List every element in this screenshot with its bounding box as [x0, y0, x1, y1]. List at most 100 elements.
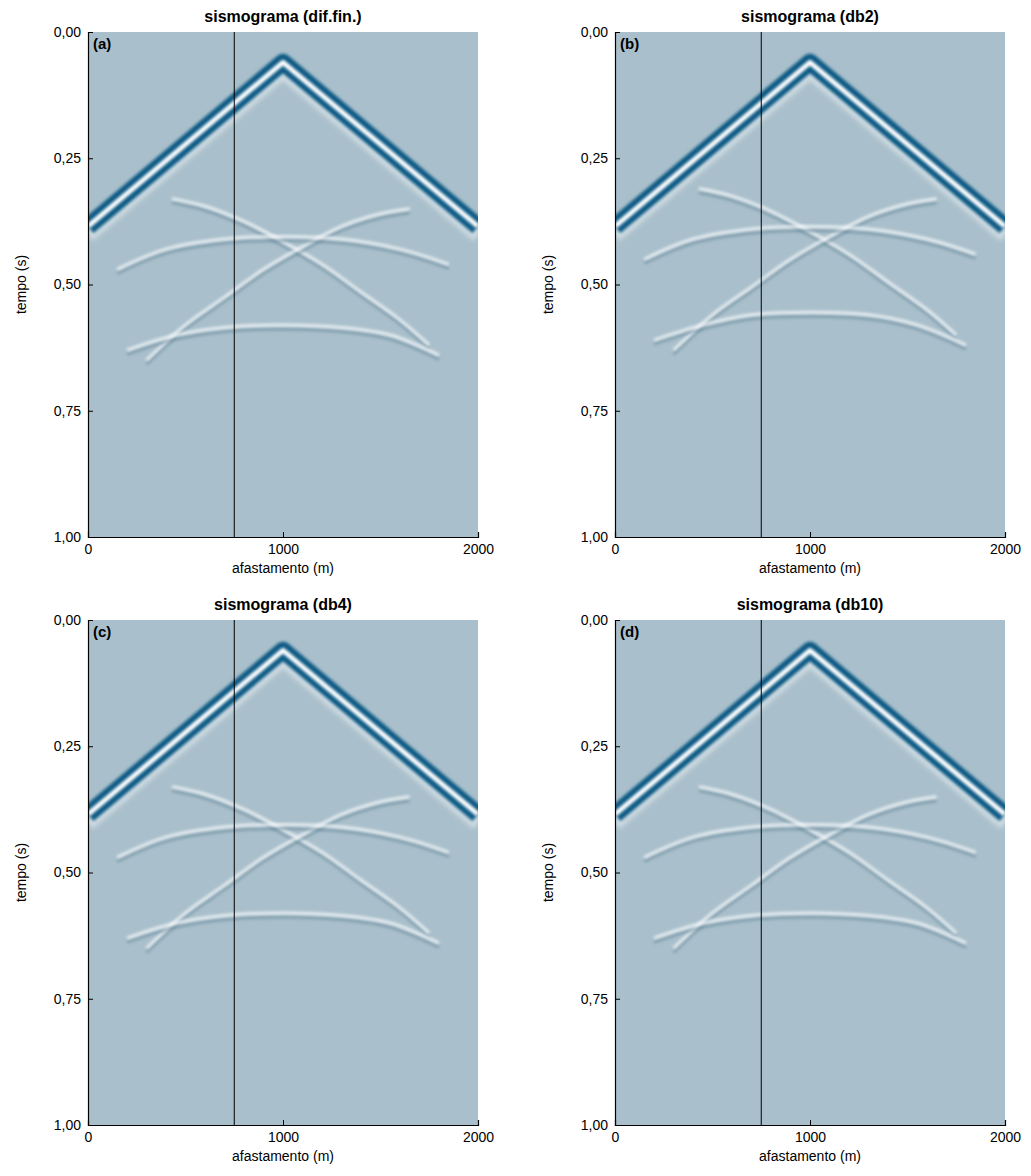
- trace-marker: [761, 620, 762, 1125]
- tick-mark: [88, 620, 93, 621]
- tick-label: 0: [612, 1129, 620, 1145]
- tick: 1000: [268, 1120, 299, 1145]
- y-axis: 0,000,250,500,751,00: [581, 612, 620, 1133]
- tick-mark: [615, 32, 620, 33]
- tick-label: 0,00: [581, 24, 608, 40]
- tick: 0,50: [581, 864, 620, 880]
- tick-label: 2000: [463, 1129, 494, 1145]
- tick-mark: [810, 532, 811, 537]
- panel: 0100020000,000,250,500,751,00sismograma …: [13, 8, 494, 576]
- tick-label: 1000: [268, 541, 299, 557]
- tick: 0,75: [54, 403, 93, 419]
- y-axis: 0,000,250,500,751,00: [54, 24, 93, 545]
- tick: 1,00: [581, 529, 620, 545]
- direct-wave-center: [88, 62, 478, 226]
- plot-area: [88, 620, 478, 1125]
- y-axis: 0,000,250,500,751,00: [54, 612, 93, 1133]
- tick-mark: [88, 999, 93, 1000]
- x-axis: 0 1000 2000: [612, 532, 1022, 557]
- tick: 0,75: [581, 991, 620, 1007]
- event-shadow: [117, 241, 449, 274]
- x-axis-title: afastamento (m): [232, 1148, 334, 1164]
- tick-label: 0: [85, 1129, 93, 1145]
- tick: 0,25: [54, 150, 93, 166]
- reflection-event: [172, 199, 429, 345]
- tick-label: 0,00: [54, 612, 81, 628]
- tick-label: 0,75: [54, 403, 81, 419]
- event-shadow: [654, 316, 966, 349]
- tick-label: 1,00: [581, 1117, 608, 1133]
- tick-mark: [615, 537, 620, 538]
- tick: 2000: [990, 532, 1021, 557]
- trace-marker: [234, 32, 235, 537]
- y-axis-title: tempo (s): [540, 843, 556, 902]
- plot-background: [88, 32, 478, 537]
- panel: 0100020000,000,250,500,751,00sismograma …: [540, 596, 1021, 1164]
- tick-mark: [810, 1120, 811, 1125]
- panel-label: (d): [620, 623, 639, 640]
- tick: 1000: [795, 1120, 826, 1145]
- direct-wave: [615, 62, 1005, 226]
- reflection-event: [172, 787, 429, 933]
- tick-label: 0,00: [54, 24, 81, 40]
- direct-wave-center: [88, 650, 478, 814]
- tick: 0,50: [54, 864, 93, 880]
- panel: 0 1000 2000 0,000,250,500,751,00 sismograma …: [13, 596, 494, 1164]
- tick: 0,00: [54, 24, 93, 40]
- tick: 1000: [268, 532, 299, 557]
- tick-mark: [615, 158, 620, 159]
- tick: 0,50: [581, 276, 620, 292]
- tick-mark: [88, 1125, 93, 1126]
- wave-halo: [88, 659, 478, 823]
- y-axis-title: tempo (s): [13, 843, 29, 902]
- tick-label: 2000: [990, 541, 1021, 557]
- tick: 0,75: [581, 403, 620, 419]
- event-shadow: [644, 829, 976, 862]
- tick-label: 0,25: [581, 150, 608, 166]
- plot-area: [615, 32, 1005, 537]
- tick-mark: [88, 873, 93, 874]
- event-shadow: [654, 917, 966, 947]
- event-shadow: [172, 203, 429, 349]
- tick-mark: [615, 873, 620, 874]
- reflection-event: [699, 787, 956, 933]
- tick-mark: [615, 1125, 620, 1126]
- x-axis-title: afastamento (m): [232, 560, 334, 576]
- event-shadow: [644, 230, 976, 263]
- tick-label: 0,50: [581, 864, 608, 880]
- tick: 2000: [463, 1120, 494, 1145]
- tick-label: 1,00: [581, 529, 608, 545]
- panel-label: (c): [93, 623, 111, 640]
- tick-mark: [615, 999, 620, 1000]
- y-axis-title: tempo (s): [540, 255, 556, 314]
- plot-area: [88, 32, 478, 537]
- tick-mark: [88, 537, 93, 538]
- chart-title: sismograma (db4): [214, 596, 352, 613]
- reflection-event: [654, 913, 966, 943]
- event-shadow: [172, 791, 429, 937]
- tick-mark: [88, 746, 93, 747]
- reflection-event: [117, 825, 449, 858]
- plot-background: [615, 620, 1005, 1125]
- tick-label: 0: [85, 541, 93, 557]
- axis-line: [616, 532, 1006, 538]
- chart-title: sismograma (db10): [737, 596, 884, 613]
- tick: 2000: [463, 532, 494, 557]
- direct-wave: [615, 650, 1005, 814]
- tick-label: 1000: [795, 541, 826, 557]
- tick-label: 0,50: [54, 864, 81, 880]
- tick-label: 0,25: [54, 150, 81, 166]
- tick-mark: [615, 411, 620, 412]
- tick-label: 0: [612, 541, 620, 557]
- tick-label: 0,50: [581, 276, 608, 292]
- tick-label: 0,25: [581, 738, 608, 754]
- wave-halo: [615, 71, 1005, 235]
- direct-wave: [88, 650, 478, 814]
- tick-mark: [283, 1120, 284, 1125]
- tick: 0,25: [581, 738, 620, 754]
- tick-label: 0,50: [54, 276, 81, 292]
- tick: 0,00: [581, 24, 620, 40]
- tick-mark: [615, 285, 620, 286]
- axis-line: [616, 1120, 1006, 1126]
- chart-title: sismograma (db2): [741, 8, 879, 25]
